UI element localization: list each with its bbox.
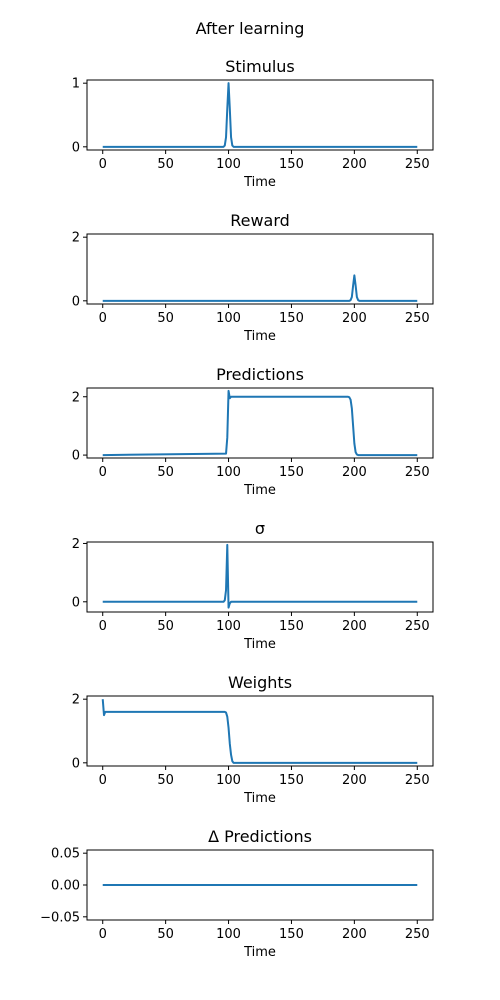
y-tick-label: 0 xyxy=(72,294,80,309)
x-tick-label: 50 xyxy=(157,773,174,788)
series-line-1 xyxy=(102,543,418,609)
axes-frame xyxy=(86,695,434,767)
axes-frame xyxy=(86,541,434,613)
x-tick-label: 150 xyxy=(279,619,304,634)
x-tick-label: 250 xyxy=(405,619,430,634)
subplot-2: Reward 0 50 100 150 200 250 0 2 Time xyxy=(72,211,434,344)
subplot-3: Predictions 0 50 100 150 200 250 0 2 Time xyxy=(72,365,434,498)
y-tick-label: −0.05 xyxy=(40,910,80,925)
subplot-title: Weights xyxy=(228,673,292,692)
x-tick-label: 100 xyxy=(216,619,241,634)
x-tick-label: 0 xyxy=(99,619,107,634)
x-tick-label: 100 xyxy=(216,157,241,172)
y-tick-label: 2 xyxy=(72,693,80,708)
series-line-1 xyxy=(102,274,418,302)
y-tick-label: 0.05 xyxy=(51,847,80,862)
series-line-1 xyxy=(102,82,418,148)
subplot-5: Weights 0 50 100 150 200 250 0 2 Time xyxy=(72,673,434,806)
x-tick-label: 0 xyxy=(99,157,107,172)
x-tick-label: 50 xyxy=(157,465,174,480)
x-tick-label: 200 xyxy=(342,619,367,634)
x-tick-label: 250 xyxy=(405,465,430,480)
x-axis-label: Time xyxy=(243,329,276,344)
x-tick-label: 200 xyxy=(342,927,367,942)
series-line-1 xyxy=(101,699,418,764)
x-tick-label: 0 xyxy=(99,927,107,942)
x-tick-label: 200 xyxy=(342,465,367,480)
x-tick-label: 100 xyxy=(216,773,241,788)
subplot-title: Reward xyxy=(230,211,290,230)
y-tick-label: 0 xyxy=(72,140,80,155)
y-tick-label: 2 xyxy=(72,390,80,405)
x-tick-label: 200 xyxy=(342,311,367,326)
axes-frame xyxy=(86,79,434,151)
x-tick-label: 150 xyxy=(279,927,304,942)
x-tick-label: 0 xyxy=(99,773,107,788)
axes-frame xyxy=(86,233,434,305)
subplot-title: Stimulus xyxy=(225,57,295,76)
x-tick-label: 0 xyxy=(99,465,107,480)
x-tick-label: 200 xyxy=(342,773,367,788)
axes-frame xyxy=(86,387,434,459)
subplot-title: σ xyxy=(255,519,265,538)
x-tick-label: 50 xyxy=(157,619,174,634)
subplot-6: Δ Predictions 0 50 100 150 200 250 −0.05 0.00 0.0… xyxy=(40,827,434,960)
y-tick-label: 2 xyxy=(72,231,80,246)
x-tick-label: 100 xyxy=(216,927,241,942)
y-tick-label: 2 xyxy=(72,537,80,552)
x-tick-label: 200 xyxy=(342,157,367,172)
x-tick-label: 250 xyxy=(405,927,430,942)
subplot-1: Stimulus 0 50 100 150 200 250 0 1 Time xyxy=(72,57,434,190)
x-tick-label: 50 xyxy=(157,157,174,172)
x-tick-label: 150 xyxy=(279,773,304,788)
x-axis-label: Time xyxy=(243,175,276,190)
x-axis-label: Time xyxy=(243,945,276,960)
y-tick-label: 0 xyxy=(72,449,80,464)
subplot-4: σ 0 50 100 150 200 250 0 2 Time xyxy=(72,519,434,652)
x-axis-label: Time xyxy=(243,637,276,652)
x-tick-label: 100 xyxy=(216,465,241,480)
figure-title: After learning xyxy=(196,19,305,38)
y-tick-label: 1 xyxy=(72,77,80,92)
x-tick-label: 50 xyxy=(157,927,174,942)
x-tick-label: 150 xyxy=(279,157,304,172)
x-tick-label: 150 xyxy=(279,311,304,326)
x-tick-label: 50 xyxy=(157,311,174,326)
y-tick-label: 0 xyxy=(72,756,80,771)
x-tick-label: 100 xyxy=(216,311,241,326)
subplot-title: Δ Predictions xyxy=(208,827,312,846)
x-tick-label: 250 xyxy=(405,311,430,326)
x-tick-label: 250 xyxy=(405,773,430,788)
x-tick-label: 0 xyxy=(99,311,107,326)
series-line-1 xyxy=(102,389,418,457)
x-axis-label: Time xyxy=(243,791,276,806)
y-tick-label: 0 xyxy=(72,595,80,610)
y-tick-label: 0.00 xyxy=(51,879,80,894)
x-axis-label: Time xyxy=(243,483,276,498)
x-tick-label: 250 xyxy=(405,157,430,172)
x-tick-label: 150 xyxy=(279,465,304,480)
subplot-title: Predictions xyxy=(216,365,304,384)
